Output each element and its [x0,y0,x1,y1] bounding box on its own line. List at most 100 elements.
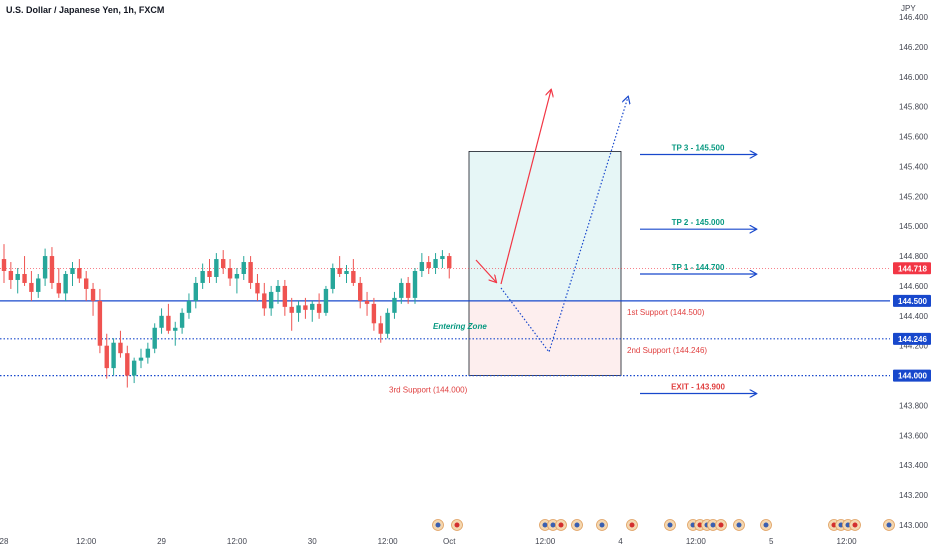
candle-body-3 [22,273,27,283]
entry-arrow [475,259,496,282]
x-tick-8: 4 [618,537,623,546]
candle-body-2 [15,273,20,280]
y-tick-10: 144.400 [899,312,928,321]
y-tick-14: 143.600 [899,431,928,440]
x-tick-1: 12:00 [76,537,97,546]
x-tick-0: 28 [0,537,9,546]
x-tick-9: 12:00 [686,537,707,546]
candle-body-36 [248,262,253,283]
x-tick-6: Oct [443,537,456,546]
level-tag-0: 144.500 [898,297,927,306]
candle-body-23 [159,315,164,328]
candle-body-21 [145,348,151,358]
y-tick-4: 145.600 [899,133,928,142]
tp2-label: TP 2 - 145.000 [672,218,725,227]
event-dot-15 [763,522,769,528]
candle-body-8 [56,282,61,294]
event-dot-12 [710,522,716,528]
candle-body-34 [234,273,240,279]
y-tick-1: 146.200 [899,43,928,52]
candle-body-20 [138,357,144,361]
candle-body-43 [296,305,301,313]
candle-body-42 [289,306,294,313]
candle-body-33 [227,268,233,279]
candle-body-62 [426,262,431,269]
candle-body-0 [1,259,7,271]
y-tick-9: 144.600 [899,282,928,291]
level-tag-2-bg [893,369,931,382]
candle-body-38 [262,293,267,309]
tp1-label: TP 1 - 144.700 [672,263,725,272]
support1-label: 1st Support (144.500) [627,308,705,317]
event-dot-13 [718,522,724,528]
candle-body-52 [358,282,363,301]
price-axis: 146.400 146.200 146.000 145.800 145.600 145.4… [893,13,931,530]
price-levels [0,267,890,377]
candle-body-37 [255,282,260,294]
y-tick-2: 146.000 [899,73,928,82]
level-tag-1: 144.246 [898,335,927,344]
loss-zone [469,300,621,376]
candle-body-54 [371,303,377,324]
x-tick-5: 12:00 [378,537,399,546]
candle-body-7 [49,256,55,283]
event-dot-2 [542,522,548,528]
candle-body-46 [316,303,322,313]
y-tick-16: 143.200 [899,491,928,500]
candle-body-16 [111,342,116,369]
candle-body-11 [77,268,82,279]
event-dot-14 [736,522,742,528]
event-dot-0 [435,522,441,528]
x-tick-2: 29 [157,537,166,546]
y-tick-17: 143.000 [899,521,928,530]
candle-body-59 [405,282,411,298]
support2-label: 2nd Support (144.246) [627,346,707,355]
event-dot-3 [550,522,556,528]
zone-border [468,151,622,376]
candle-body-24 [166,315,171,331]
candle-body-47 [323,288,329,313]
y-tick-0: 146.400 [899,13,928,22]
y-tick-7: 145.000 [899,222,928,231]
candle-body-1 [8,271,14,280]
event-dot-5 [574,522,580,528]
candle-body-18 [125,353,130,376]
candle-body-5 [36,278,41,292]
event-dot-1 [454,522,460,528]
drawings: TP 3 - 145.500 TP 2 - 145.000 TP 1 - 144.7… [389,90,756,395]
candle-body-39 [268,291,274,309]
candle-body-25 [173,327,178,331]
level-tag-0-bg [893,294,931,307]
level-tag-1-bg [893,332,931,345]
candle-body-6 [42,256,48,279]
tp3-label: TP 3 - 145.500 [672,143,725,152]
candle-body-9 [63,273,68,294]
bullish-arrow [500,90,551,285]
candle-body-60 [412,271,418,298]
y-tick-6: 145.200 [899,192,928,201]
trade-zones [468,151,622,376]
x-tick-11: 12:00 [837,537,858,546]
x-tick-7: 12:00 [535,537,556,546]
event-dot-19 [852,522,858,528]
level-tag-2: 144.000 [898,372,927,381]
candle-body-17 [118,342,123,354]
y-tick-11: 144.200 [899,342,928,351]
candle-body-57 [392,297,397,313]
entering-zone-label: Entering Zone [433,322,487,331]
current-price-tag-bg [893,262,931,275]
candle-body-44 [303,305,308,310]
exit-label: EXIT - 143.900 [671,383,725,392]
y-tick-15: 143.400 [899,461,928,470]
candle-body-65 [447,256,452,269]
x-tick-3: 12:00 [227,537,248,546]
candle-body-26 [179,312,185,328]
candle-body-49 [337,268,342,274]
event-dot-6 [599,522,605,528]
event-dot-20 [886,522,892,528]
candle-body-64 [440,256,445,260]
candle-body-35 [241,262,246,274]
candle-body-27 [186,300,192,313]
